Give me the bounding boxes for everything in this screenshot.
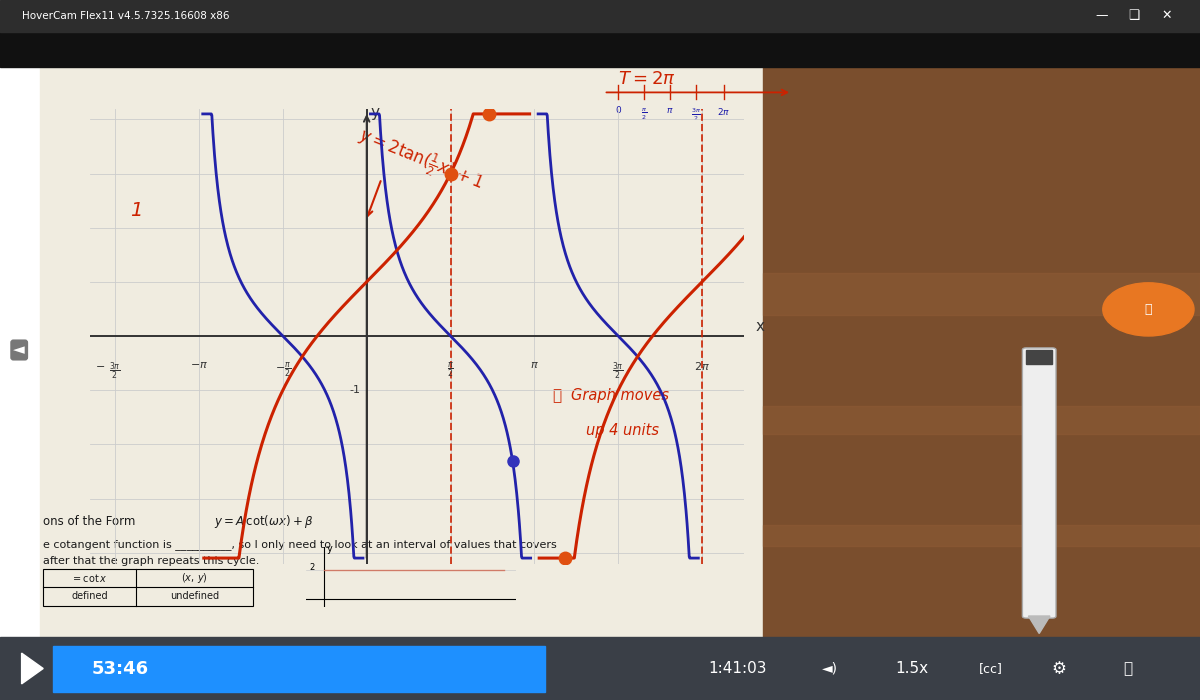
Text: $-\frac{\pi}{2}$: $-\frac{\pi}{2}$	[275, 360, 290, 379]
Text: $\frac{3\pi}{2}$: $\frac{3\pi}{2}$	[109, 360, 121, 382]
Bar	[763, 525, 1200, 546]
Text: $\frac{\pi}{2}$: $\frac{\pi}{2}$	[448, 360, 454, 379]
Text: ✕: ✕	[1162, 9, 1171, 22]
Text: 1: 1	[130, 200, 142, 220]
Text: 山: 山	[1145, 303, 1152, 316]
Bar	[40, 66, 763, 637]
Text: 0: 0	[616, 106, 620, 116]
Text: Graph moves: Graph moves	[571, 388, 670, 403]
Bar	[0, 637, 1200, 700]
Text: $\pi$: $\pi$	[530, 360, 539, 370]
Text: ◄: ◄	[13, 342, 25, 358]
Text: 53:46: 53:46	[91, 659, 149, 678]
Text: [cc]: [cc]	[979, 662, 1003, 675]
Text: x: x	[756, 318, 764, 334]
Bar	[763, 273, 1200, 315]
Text: after that the graph repeats this cycle.: after that the graph repeats this cycle.	[43, 556, 259, 566]
Text: 1:41:03: 1:41:03	[709, 661, 767, 676]
Text: $\frac{\pi}{2}$: $\frac{\pi}{2}$	[641, 106, 648, 122]
Text: $= \cot x$: $= \cot x$	[71, 572, 108, 584]
Text: up 4 units: up 4 units	[586, 423, 659, 438]
Text: defined: defined	[71, 592, 108, 601]
FancyBboxPatch shape	[1022, 348, 1056, 618]
Text: $-$: $-$	[96, 360, 106, 370]
Text: $2\pi$: $2\pi$	[694, 360, 710, 372]
Text: —: —	[1096, 9, 1108, 22]
Text: $y = A\,\cot(\omega x) + \beta$: $y = A\,\cot(\omega x) + \beta$	[214, 513, 313, 530]
Bar	[43, 569, 253, 606]
Polygon shape	[22, 653, 43, 684]
Text: $T=2\pi$: $T=2\pi$	[618, 70, 676, 88]
Text: $\frac{3\pi}{2}$: $\frac{3\pi}{2}$	[612, 360, 624, 382]
Text: $2\pi$: $2\pi$	[716, 106, 731, 118]
Text: ons of the Form: ons of the Form	[43, 515, 139, 528]
Bar	[763, 406, 1200, 434]
Text: 2: 2	[310, 563, 314, 572]
Text: 1.5x: 1.5x	[895, 661, 929, 676]
Text: ◄): ◄)	[822, 662, 839, 676]
Text: $(x,\,y)$: $(x,\,y)$	[181, 571, 208, 585]
Text: y: y	[326, 544, 332, 554]
Text: y: y	[371, 104, 380, 120]
Text: HoverCam Flex11 v4.5.7325.16608 x86: HoverCam Flex11 v4.5.7325.16608 x86	[22, 10, 229, 21]
Text: undefined: undefined	[170, 592, 218, 601]
Text: Ⓐ: Ⓐ	[552, 388, 562, 403]
Bar	[1026, 350, 1052, 364]
Bar	[53, 646, 545, 692]
Text: $\frac{3\pi}{2}$: $\frac{3\pi}{2}$	[691, 106, 701, 123]
Text: $-\pi$: $-\pi$	[190, 360, 208, 370]
Text: -1: -1	[349, 385, 360, 396]
Text: ⚙: ⚙	[1051, 659, 1066, 678]
Text: ⛶: ⛶	[1123, 661, 1133, 676]
Text: ❑: ❑	[1128, 9, 1140, 22]
Text: $\pi$: $\pi$	[666, 106, 673, 116]
Text: $y=2\tan(\frac{1}{2}x)+1$: $y=2\tan(\frac{1}{2}x)+1$	[354, 122, 487, 197]
Circle shape	[1103, 283, 1194, 336]
Bar	[0, 32, 1200, 66]
Text: e cotangent function is __________, so I only need to look at an interval of val: e cotangent function is __________, so I…	[43, 539, 557, 550]
Bar	[763, 66, 1200, 637]
Polygon shape	[1028, 616, 1050, 634]
Bar	[0, 0, 1200, 32]
